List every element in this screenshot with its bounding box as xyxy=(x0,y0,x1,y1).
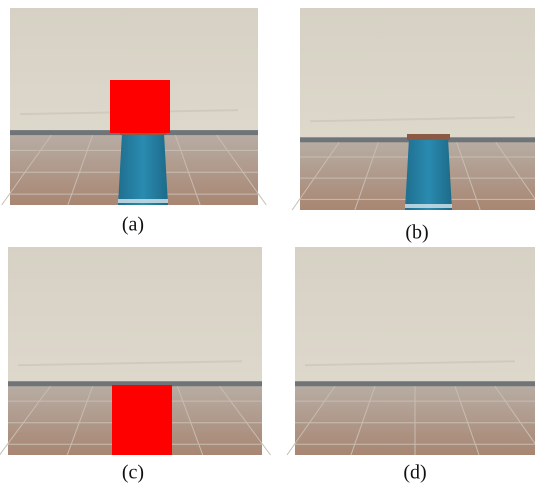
caption: (d) xyxy=(403,462,426,484)
photo xyxy=(2,8,267,205)
skirt-hem xyxy=(405,204,452,208)
panels xyxy=(0,8,535,455)
photo xyxy=(292,8,535,210)
skirt xyxy=(118,133,168,205)
hands xyxy=(407,134,450,140)
mask xyxy=(112,385,172,455)
photo xyxy=(0,247,270,455)
photo xyxy=(287,247,535,455)
caption: (b) xyxy=(405,222,428,244)
caption: (c) xyxy=(122,462,144,484)
figure: (a) (b) (c) (d) xyxy=(0,0,535,488)
mask xyxy=(110,80,170,133)
caption: (a) xyxy=(122,214,144,236)
skirt xyxy=(405,138,452,210)
skirt-hem xyxy=(118,199,168,203)
baseboard xyxy=(295,381,535,386)
